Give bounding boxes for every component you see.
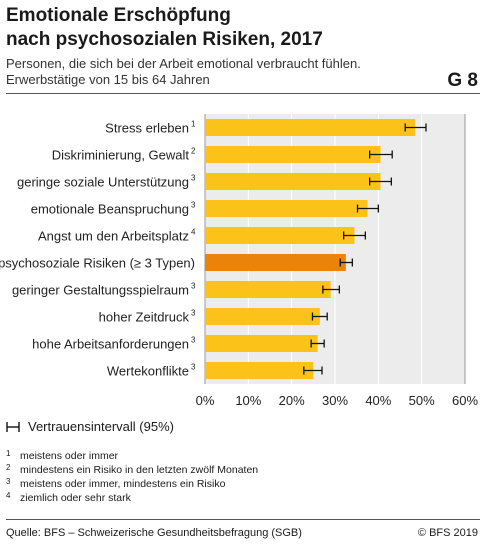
bar [205, 281, 331, 298]
footnote: 4 ziemlich oder sehr stark [6, 491, 131, 504]
bar [205, 227, 355, 244]
category-label: Wertekonflikte [107, 364, 189, 379]
category-footnote-ref: 3 [191, 363, 196, 372]
category-label: hoher Zeitdruck [99, 310, 190, 325]
title-line-1: Emotionale Erschöpfung [6, 5, 231, 26]
x-tick-label: 10% [235, 393, 261, 408]
category-label: Angst um den Arbeitsplatz [38, 229, 189, 244]
chart-subtitle: Personen, die sich bei der Arbeit emotio… [6, 56, 361, 88]
category-label: geringer Gestaltungsspielraum [12, 283, 189, 298]
x-tick-label: 30% [322, 393, 348, 408]
bar [205, 146, 381, 163]
error-bar-icon [6, 421, 20, 432]
bar [205, 200, 368, 217]
footnotes: 1 meistens oder immer 2 mindestens ein Ris… [6, 449, 258, 505]
bar [205, 335, 318, 352]
x-tick-label: 60% [452, 393, 478, 408]
title-line-2: nach psychosozialen Risiken, 2017 [6, 29, 323, 50]
category-label: Stress erleben [105, 121, 189, 136]
footnote: 2 mindestens ein Risiko in den letzten zw… [6, 463, 259, 476]
category-label: hohe Arbeitsanforderungen [32, 337, 189, 352]
subtitle-line-1: Personen, die sich bei der Arbeit emotio… [6, 56, 361, 71]
category-footnote-ref: 3 [191, 174, 196, 183]
x-tick-label: 20% [279, 393, 305, 408]
bar [205, 119, 416, 136]
legend: Vertrauensintervall (95%) [6, 419, 174, 434]
x-tick-label: 40% [365, 393, 391, 408]
source-note: Quelle: BFS – Schweizerische Gesundheits… [6, 527, 302, 539]
category-footnote-ref: 1 [191, 120, 196, 129]
bar [205, 308, 320, 325]
x-tick-label: 0% [196, 393, 215, 408]
category-footnote-ref: 4 [191, 228, 196, 237]
footnote: 1 meistens oder immer [6, 449, 119, 462]
category-footnote-ref: 3 [191, 201, 196, 210]
legend-ci-label: Vertrauensintervall (95%) [28, 419, 174, 434]
bar [205, 173, 381, 190]
bottom-rule [6, 519, 480, 520]
category-label: emotionale Beanspruchung [31, 202, 189, 217]
category-label: geringe soziale Unterstützung [17, 175, 189, 190]
copyright: © BFS 2019 [417, 527, 478, 539]
category-footnote-ref: 2 [191, 147, 196, 156]
chart-title: Emotionale Erschöpfung nach psychosozial… [6, 4, 323, 52]
bar [205, 254, 346, 271]
bar-chart: 0% 10% 20% 30% 40% 50% 60% Stress erleben 1 Diskr… [0, 114, 478, 408]
category-footnote-ref: 3 [191, 336, 196, 345]
bar [205, 362, 314, 379]
graphic-code: G 8 [447, 70, 478, 91]
category-footnote-ref: 3 [191, 309, 196, 318]
top-rule [6, 93, 480, 94]
category-footnote-ref: 3 [191, 282, 196, 291]
x-tick-label: 50% [409, 393, 435, 408]
subtitle-line-2: Erwerbstätige von 15 bis 64 Jahren [6, 72, 210, 87]
category-label: psychosoziale Risiken (≥ 3 Typen) [0, 256, 195, 271]
category-label: Diskriminierung, Gewalt [52, 148, 190, 163]
footnote: 3 meistens oder immer, mindestens ein Ris… [6, 477, 226, 490]
